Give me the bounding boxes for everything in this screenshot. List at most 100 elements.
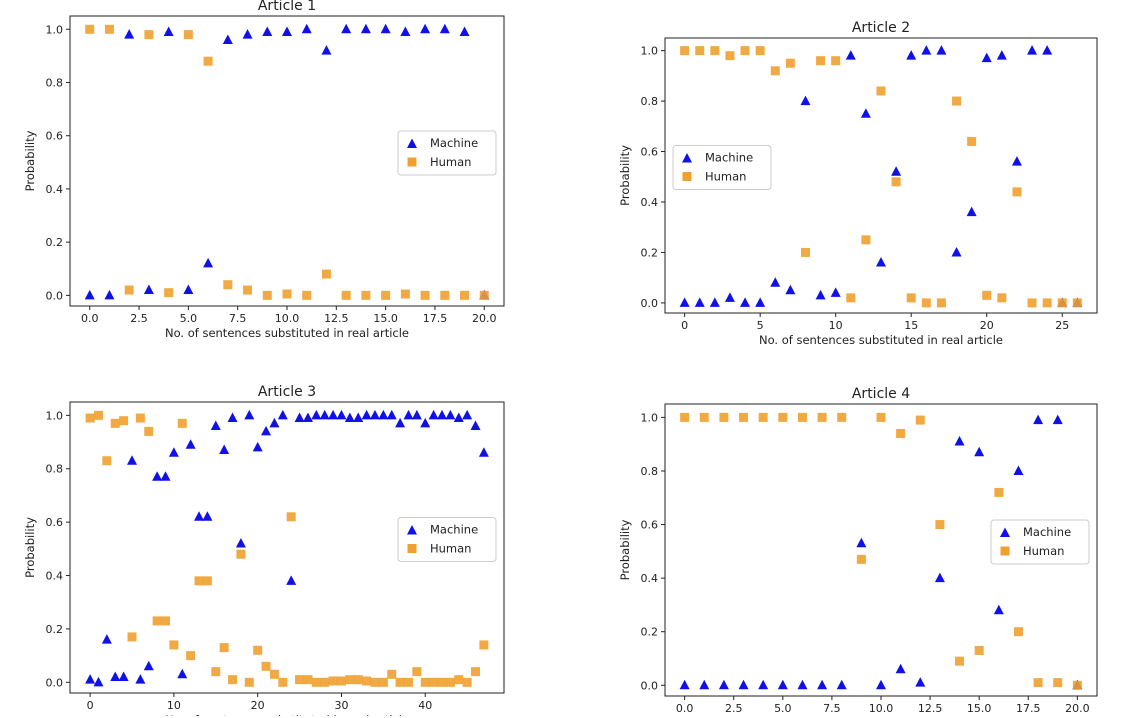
data-point-human: [770, 66, 780, 76]
data-point-human: [269, 669, 279, 679]
data-point-machine: [160, 471, 171, 481]
data-point-machine: [101, 634, 112, 644]
data-point-human: [462, 677, 472, 687]
legend-machine-marker: [407, 138, 417, 148]
data-point-human: [837, 412, 847, 422]
data-point-human: [243, 285, 253, 295]
data-point-machine: [876, 679, 886, 690]
data-point-human: [817, 412, 827, 422]
legend-machine-label: Machine: [430, 523, 478, 537]
data-point-human: [974, 645, 984, 655]
x-tick-label: 7.5: [823, 702, 841, 715]
legend-box: [672, 145, 772, 190]
chart-title: Article 1: [258, 0, 316, 14]
data-point-human: [282, 289, 292, 299]
y-tick-label: 0.4: [46, 570, 64, 583]
data-point-human: [144, 30, 154, 40]
data-point-machine: [718, 679, 729, 690]
data-point-human: [395, 677, 405, 687]
data-point-machine: [244, 409, 255, 420]
legend-machine-marker: [407, 525, 417, 535]
data-point-human: [85, 24, 95, 34]
chart-title: Article 2: [852, 20, 910, 36]
x-tick-label: 10.0: [275, 312, 300, 325]
data-point-machine: [679, 679, 690, 690]
data-point-machine: [420, 417, 431, 428]
legend-human-marker: [1000, 546, 1010, 556]
x-tick-label: 12.5: [324, 312, 349, 325]
data-point-machine: [286, 575, 297, 585]
x-tick-label: 30: [334, 699, 348, 712]
data-point-human: [1072, 298, 1082, 308]
legend-human-marker: [682, 172, 692, 181]
data-point-human: [1057, 298, 1067, 308]
data-point-human: [440, 290, 450, 300]
x-axis-label: No. of sentences substituted in real art…: [759, 333, 1003, 347]
x-tick-label: 0: [87, 699, 94, 712]
data-point-human: [785, 58, 795, 68]
data-point-human: [253, 645, 263, 655]
x-tick-label: 0: [681, 319, 688, 332]
data-point-machine: [400, 26, 411, 36]
data-point-human: [186, 651, 196, 661]
data-point-machine: [294, 412, 305, 423]
data-point-machine: [219, 444, 230, 455]
data-point-human: [429, 677, 439, 687]
data-point-machine: [252, 441, 263, 452]
data-point-human: [345, 675, 355, 685]
x-tick-label: 12.5: [918, 702, 943, 715]
data-point-machine: [876, 257, 886, 267]
data-point-machine: [915, 677, 926, 687]
data-point-human: [387, 669, 397, 679]
data-point-machine: [395, 417, 406, 428]
data-point-human: [236, 549, 246, 559]
data-point-human: [119, 416, 129, 426]
legend-box: [397, 517, 497, 562]
x-axis-label: No. of sentences substituted in real art…: [165, 326, 409, 340]
data-point-human: [952, 96, 962, 106]
data-point-machine: [380, 23, 391, 34]
data-point-human: [915, 415, 925, 425]
data-point-machine: [118, 671, 129, 681]
data-point-machine: [817, 679, 828, 690]
data-point-human: [295, 675, 305, 685]
data-point-human: [311, 677, 321, 687]
data-point-machine: [319, 409, 330, 420]
y-tick-label: 0.8: [641, 95, 659, 108]
data-point-machine: [785, 284, 796, 295]
data-point-human: [479, 640, 489, 650]
data-point-machine: [428, 409, 439, 420]
y-tick-label: 0.6: [641, 519, 659, 532]
data-point-human: [680, 412, 690, 422]
x-tick-label: 15: [904, 319, 918, 332]
y-axis-label: Probability: [618, 145, 632, 206]
data-point-human: [378, 677, 388, 687]
data-point-machine: [974, 446, 985, 457]
data-point-machine: [235, 537, 246, 548]
y-axis-label: Probability: [618, 519, 632, 580]
x-tick-label: 10: [167, 699, 181, 712]
data-point-human: [906, 293, 916, 303]
legend-machine-label: Machine: [430, 136, 478, 150]
data-point-machine: [996, 50, 1007, 60]
data-point-machine: [177, 668, 188, 679]
data-point-machine: [800, 95, 811, 106]
data-point-human: [955, 656, 965, 666]
data-point-human: [921, 298, 931, 308]
data-point-human: [400, 289, 410, 299]
data-point-machine: [336, 409, 347, 420]
data-point-machine: [770, 277, 781, 287]
data-point-machine: [1052, 414, 1063, 425]
data-point-human: [420, 677, 430, 687]
data-point-machine: [921, 45, 932, 55]
data-point-machine: [1013, 465, 1024, 475]
x-tick-label: 17.5: [1016, 702, 1041, 715]
data-point-machine: [104, 289, 115, 300]
data-point-human: [800, 247, 810, 257]
chart-article-3: Article 3 0 10 20 30 40 0.0 0.2 0.4 0.6 0.8 1.0 No. …: [23, 384, 505, 716]
data-point-human: [420, 290, 430, 300]
x-tick-label: 0.0: [676, 702, 694, 715]
data-point-human: [328, 676, 338, 686]
data-point-machine: [127, 455, 137, 465]
data-point-machine: [758, 679, 769, 690]
